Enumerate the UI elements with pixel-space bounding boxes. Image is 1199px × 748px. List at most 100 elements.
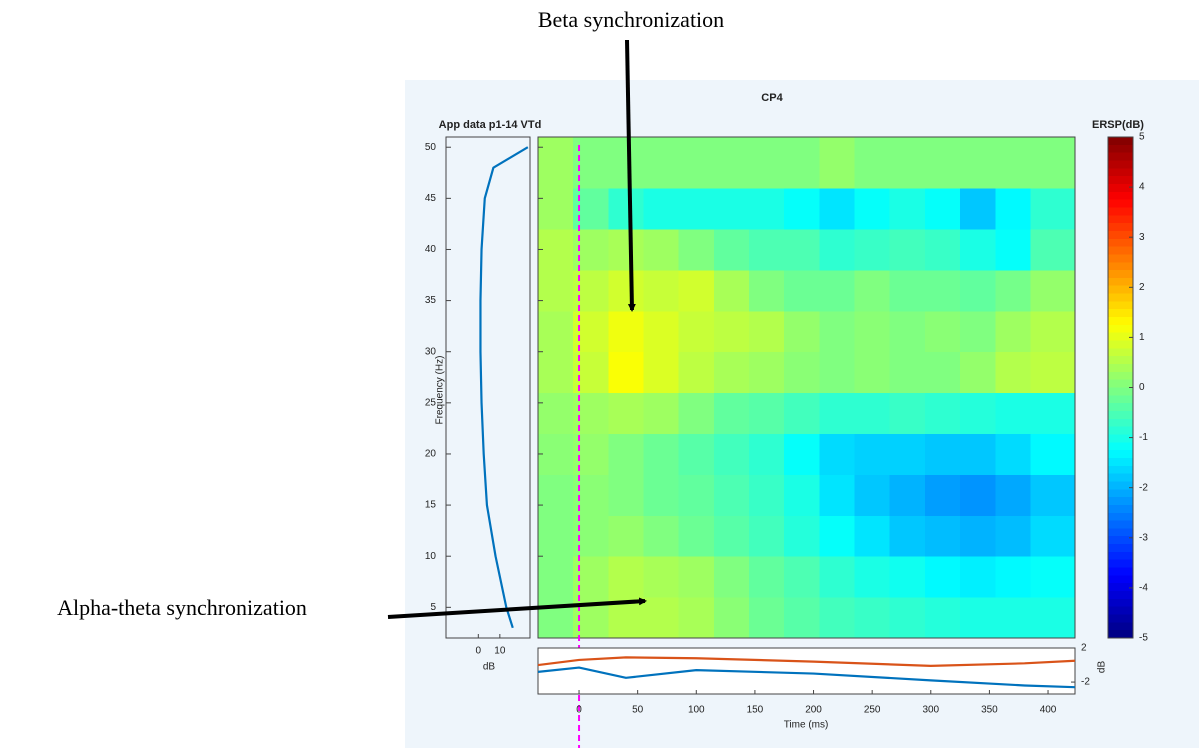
colorbar-segment — [1108, 356, 1133, 364]
heatmap-cell — [995, 474, 1031, 515]
heatmap-cell — [608, 188, 644, 229]
heatmap-cell — [749, 556, 785, 597]
colorbar-tick-label: -5 — [1139, 633, 1148, 644]
heatmap-cell — [960, 393, 996, 434]
heatmap-cell — [644, 556, 680, 597]
heatmap-cell — [749, 393, 785, 434]
y-tick-label: 35 — [425, 295, 437, 306]
heatmap-cell — [644, 474, 680, 515]
x-axis-label: dB — [483, 662, 496, 673]
y-tick-label: 2 — [1081, 643, 1087, 654]
colorbar-segment — [1108, 622, 1133, 630]
heatmap-cell — [538, 393, 574, 434]
heatmap-cell — [784, 556, 820, 597]
heatmap-cell — [890, 393, 926, 434]
heatmap-cell — [608, 393, 644, 434]
heatmap-cell — [1030, 311, 1075, 352]
heatmap-cell — [1030, 229, 1075, 270]
chart-title: CP4 — [761, 92, 783, 104]
heatmap-cell — [890, 597, 926, 638]
heatmap-cell — [679, 597, 715, 638]
heatmap-cell — [819, 474, 855, 515]
x-tick-label: 50 — [632, 705, 644, 716]
heatmap-cell — [679, 270, 715, 311]
y-tick-label: 10 — [425, 551, 437, 562]
heatmap-cell — [1030, 597, 1075, 638]
heatmap-cell — [644, 311, 680, 352]
y-tick-label: 50 — [425, 142, 437, 153]
heatmap-cell — [925, 352, 961, 393]
heatmap-cell — [925, 311, 961, 352]
x-tick-label: 400 — [1040, 705, 1057, 716]
colorbar-segment — [1108, 403, 1133, 411]
colorbar-segment — [1108, 528, 1133, 536]
heatmap-cell — [784, 393, 820, 434]
heatmap-cell — [644, 188, 680, 229]
colorbar-segment — [1108, 458, 1133, 466]
heatmap-cell — [925, 474, 961, 515]
heatmap-cell — [995, 188, 1031, 229]
heatmap-cell — [679, 474, 715, 515]
heatmap-cell — [925, 137, 961, 189]
heatmap-cell — [608, 474, 644, 515]
colorbar-segment — [1108, 317, 1133, 325]
colorbar-segment — [1108, 575, 1133, 583]
heatmap-cell — [855, 137, 891, 189]
heatmap-cell — [749, 597, 785, 638]
heatmap-cell — [960, 556, 996, 597]
heatmap-cell — [995, 393, 1031, 434]
annotation: Alpha-theta synchronization — [57, 595, 307, 620]
heatmap-cell — [644, 515, 680, 556]
heatmap-cell — [679, 556, 715, 597]
y-tick-label: 5 — [430, 602, 436, 613]
colorbar-segment — [1108, 505, 1133, 513]
heatmap-cell — [784, 311, 820, 352]
heatmap-cell — [784, 270, 820, 311]
heatmap-cell — [995, 137, 1031, 189]
heatmap-cell — [1030, 393, 1075, 434]
heatmap-cell — [995, 270, 1031, 311]
colorbar-segment — [1108, 137, 1133, 145]
colorbar-segment — [1108, 200, 1133, 208]
heatmap-cell — [644, 229, 680, 270]
heatmap-cell — [679, 352, 715, 393]
heatmap-cell — [819, 393, 855, 434]
heatmap-cell — [714, 229, 750, 270]
heatmap-cell — [995, 352, 1031, 393]
heatmap-cell — [608, 270, 644, 311]
colorbar-segment — [1108, 607, 1133, 615]
heatmap-cell — [749, 311, 785, 352]
heatmap-cell — [1030, 434, 1075, 475]
heatmap-cell — [995, 597, 1031, 638]
heatmap-cell — [749, 474, 785, 515]
x-tick-label: 300 — [922, 705, 939, 716]
heatmap-cell — [890, 137, 926, 189]
heatmap-cell — [679, 137, 715, 189]
colorbar-segment — [1108, 560, 1133, 568]
heatmap-cell — [890, 311, 926, 352]
heatmap-cell — [1030, 352, 1075, 393]
heatmap-cell — [925, 270, 961, 311]
heatmap-cell — [538, 556, 574, 597]
heatmap-cell — [855, 311, 891, 352]
heatmap-cell — [890, 434, 926, 475]
heatmap-cell — [538, 270, 574, 311]
heatmap-cell — [819, 597, 855, 638]
heatmap-cell — [644, 393, 680, 434]
heatmap-cell — [714, 556, 750, 597]
heatmap-cell — [749, 352, 785, 393]
heatmap-cell — [890, 270, 926, 311]
heatmap-cell — [819, 311, 855, 352]
heatmap-cell — [890, 229, 926, 270]
heatmap-cell — [679, 434, 715, 475]
x-tick-label: 0 — [576, 705, 582, 716]
colorbar-segment — [1108, 247, 1133, 255]
heatmap-cell — [784, 597, 820, 638]
y-tick-label: 40 — [425, 244, 437, 255]
heatmap-cell — [960, 270, 996, 311]
heatmap-cell — [538, 597, 574, 638]
colorbar-segment — [1108, 481, 1133, 489]
colorbar-segment — [1108, 184, 1133, 192]
colorbar-segment — [1108, 364, 1133, 372]
heatmap-cell — [644, 352, 680, 393]
